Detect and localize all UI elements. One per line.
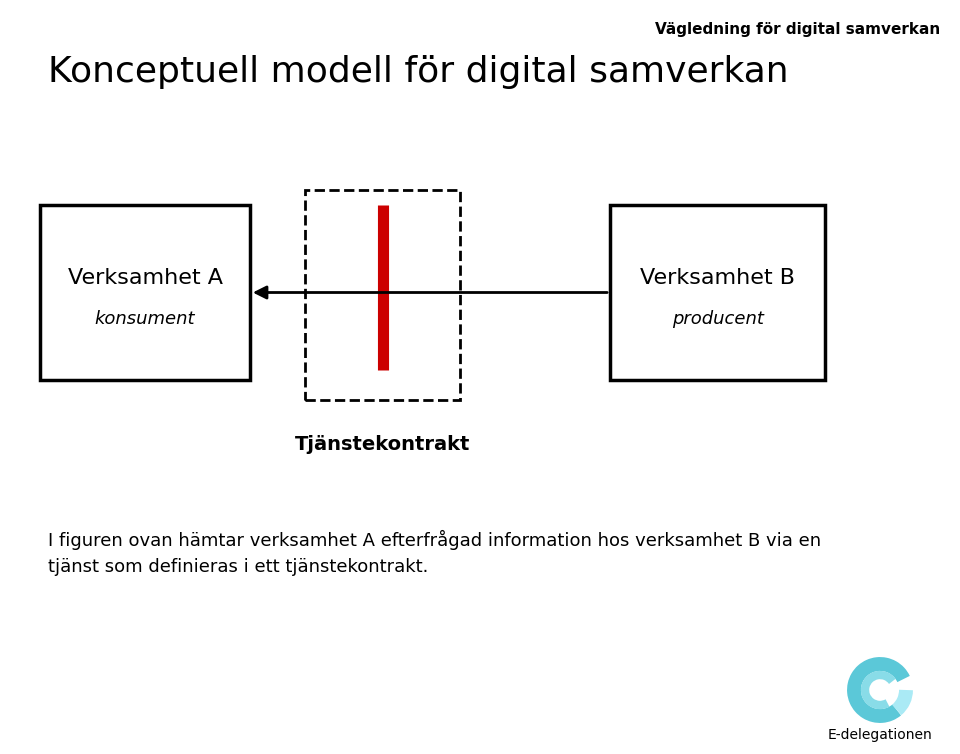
- Text: producent: producent: [672, 310, 763, 328]
- Bar: [610, 205, 825, 380]
- Bar: [305, 190, 460, 400]
- Text: Vägledning för digital samverkan: Vägledning för digital samverkan: [655, 22, 940, 37]
- Text: Verksamhet B: Verksamhet B: [640, 268, 795, 289]
- Text: E-delegationen: E-delegationen: [828, 728, 932, 742]
- Text: Verksamhet A: Verksamhet A: [67, 268, 223, 289]
- Text: konsument: konsument: [95, 310, 195, 328]
- Text: Konceptuell modell för digital samverkan: Konceptuell modell för digital samverkan: [48, 55, 788, 89]
- Text: tjänst som definieras i ett tjänstekontrakt.: tjänst som definieras i ett tjänstekontr…: [48, 558, 428, 576]
- Text: Tjänstekontrakt: Tjänstekontrakt: [295, 435, 470, 454]
- Bar: [40, 205, 250, 380]
- Text: I figuren ovan hämtar verksamhet A efterfrågad information hos verksamhet B via : I figuren ovan hämtar verksamhet A efter…: [48, 530, 821, 550]
